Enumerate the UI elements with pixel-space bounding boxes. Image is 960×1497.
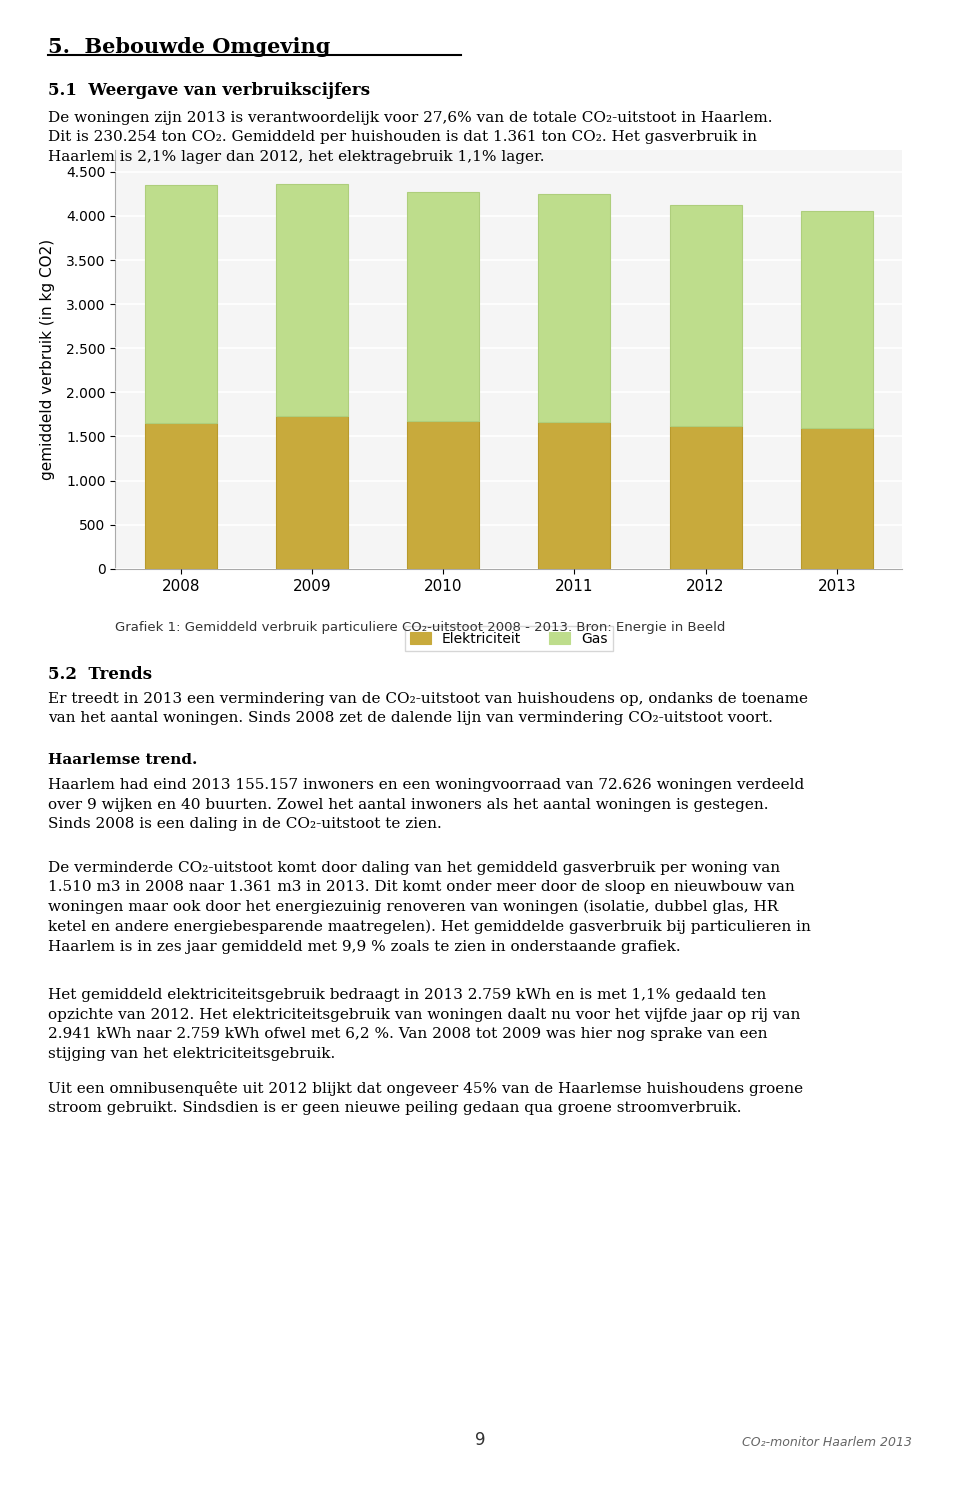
Text: CO₂-monitor Haarlem 2013: CO₂-monitor Haarlem 2013: [742, 1436, 912, 1449]
Bar: [669, 205, 742, 427]
Text: 9: 9: [475, 1431, 485, 1449]
Text: Er treedt in 2013 een vermindering van de CO₂-uitstoot van huishoudens op, ondan: Er treedt in 2013 een vermindering van d…: [48, 692, 808, 725]
Bar: [407, 421, 479, 569]
Bar: [276, 416, 348, 569]
Bar: [539, 193, 611, 422]
Text: 5.  Bebouwde Omgeving: 5. Bebouwde Omgeving: [48, 37, 330, 57]
Text: Het gemiddeld elektriciteitsgebruik bedraagt in 2013 2.759 kWh en is met 1,1% ge: Het gemiddeld elektriciteitsgebruik bedr…: [48, 988, 801, 1060]
Bar: [801, 428, 873, 569]
Text: Haarlem had eind 2013 155.157 inwoners en een woningvoorraad van 72.626 woningen: Haarlem had eind 2013 155.157 inwoners e…: [48, 778, 804, 831]
Text: De woningen zijn 2013 is verantwoordelijk voor 27,6% van de totale CO₂-uitstoot : De woningen zijn 2013 is verantwoordelij…: [48, 111, 773, 163]
Bar: [539, 422, 611, 569]
Bar: [407, 192, 479, 421]
Legend: Elektriciteit, Gas: Elektriciteit, Gas: [404, 626, 613, 651]
Text: 5.1  Weergave van verbruikscijfers: 5.1 Weergave van verbruikscijfers: [48, 82, 370, 99]
Bar: [145, 186, 217, 424]
Bar: [276, 184, 348, 416]
Text: Uit een omnibusenquête uit 2012 blijkt dat ongeveer 45% van de Haarlemse huishou: Uit een omnibusenquête uit 2012 blijkt d…: [48, 1081, 804, 1115]
Bar: [669, 427, 742, 569]
Text: De verminderde CO₂-uitstoot komt door daling van het gemiddeld gasverbruik per w: De verminderde CO₂-uitstoot komt door da…: [48, 861, 811, 954]
Text: Haarlemse trend.: Haarlemse trend.: [48, 753, 198, 766]
Bar: [145, 424, 217, 569]
Bar: [801, 211, 873, 428]
Text: 5.2  Trends: 5.2 Trends: [48, 666, 152, 683]
Y-axis label: gemiddeld verbruik (in kg CO2): gemiddeld verbruik (in kg CO2): [40, 238, 55, 481]
Text: Grafiek 1: Gemiddeld verbruik particuliere CO₂-uitstoot 2008 - 2013. Bron: Energ: Grafiek 1: Gemiddeld verbruik particulie…: [115, 621, 726, 635]
